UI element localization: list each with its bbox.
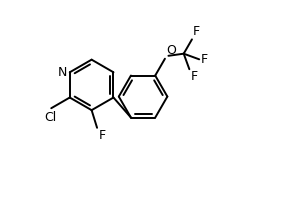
Text: O: O: [166, 44, 176, 57]
Text: Cl: Cl: [44, 111, 56, 124]
Text: F: F: [190, 70, 197, 83]
Text: F: F: [201, 53, 208, 66]
Text: F: F: [193, 25, 200, 38]
Text: F: F: [99, 129, 106, 142]
Text: N: N: [58, 66, 67, 79]
